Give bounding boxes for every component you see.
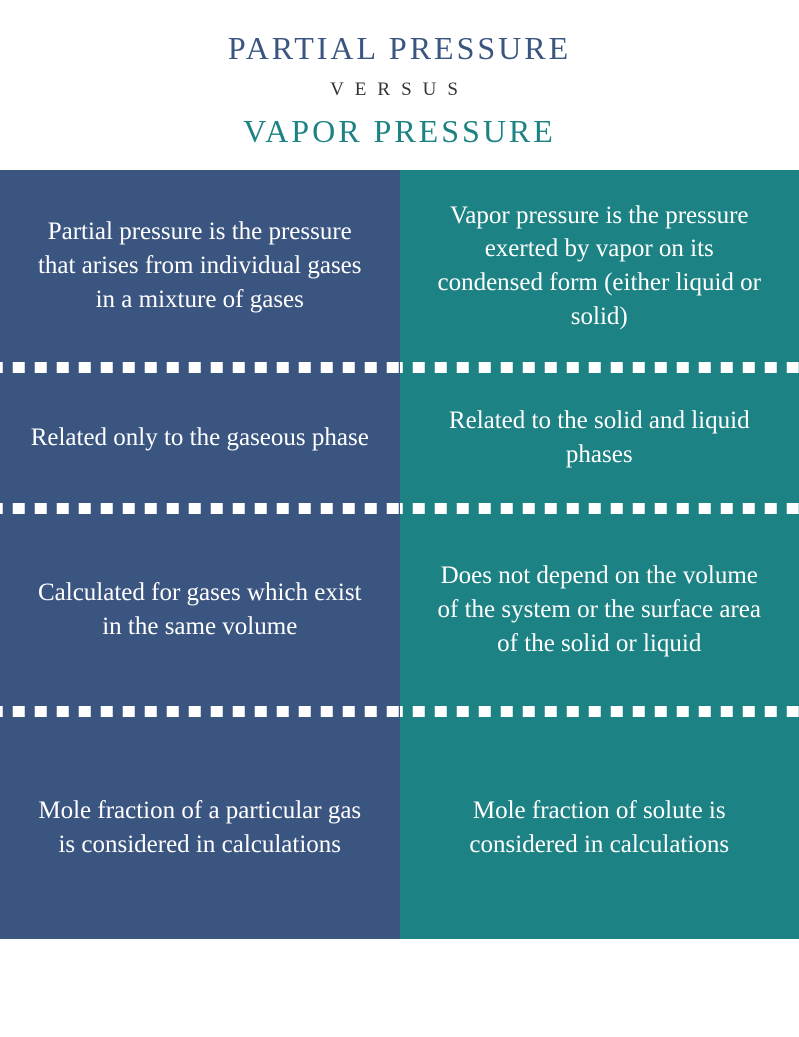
footer-credit: Visit www.pediaa.com [593, 994, 769, 1017]
infographic-container: PARTIAL PRESSURE VERSUS VAPOR PRESSURE P… [0, 0, 799, 1037]
right-cell-1: Related to the solid and liquid phases [400, 373, 799, 503]
divider [400, 503, 799, 514]
versus-label: VERSUS [0, 79, 799, 101]
divider [0, 503, 400, 514]
divider [0, 706, 400, 717]
title-top: PARTIAL PRESSURE [0, 30, 799, 67]
divider [400, 362, 799, 373]
title-bottom: VAPOR PRESSURE [0, 113, 799, 150]
left-cell-0: Partial pressure is the pressure that ar… [0, 170, 400, 362]
right-cell-2: Does not depend on the volume of the sys… [400, 514, 799, 706]
header: PARTIAL PRESSURE VERSUS VAPOR PRESSURE [0, 0, 799, 170]
comparison-grid: Partial pressure is the pressure that ar… [0, 170, 799, 939]
right-cell-0: Vapor pressure is the pressure exerted b… [400, 170, 799, 362]
left-cell-3: Mole fraction of a particular gas is con… [0, 717, 400, 939]
divider [0, 362, 400, 373]
left-cell-1: Related only to the gaseous phase [0, 373, 400, 503]
left-cell-2: Calculated for gases which exist in the … [0, 514, 400, 706]
right-cell-3: Mole fraction of solute is considered in… [400, 717, 799, 939]
left-column: Partial pressure is the pressure that ar… [0, 170, 400, 939]
right-column: Vapor pressure is the pressure exerted b… [400, 170, 799, 939]
divider [400, 706, 799, 717]
